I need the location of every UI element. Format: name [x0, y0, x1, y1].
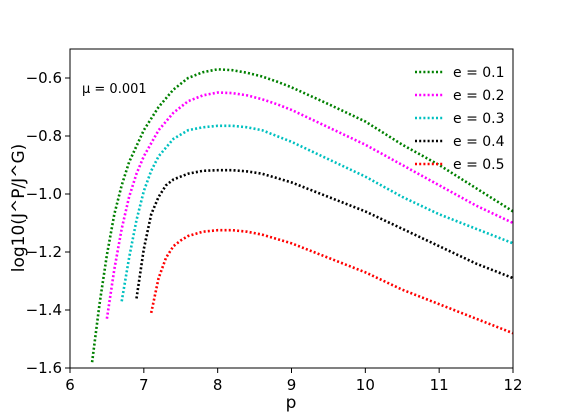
series-line-2 — [105, 91, 514, 319]
y-tick-label: −1.4 — [26, 301, 62, 319]
y-axis-label-group: log10(J^P/J^G) — [9, 144, 29, 272]
x-tick-label: 12 — [503, 376, 522, 394]
y-tick-label: −1.2 — [26, 243, 62, 261]
mu-annotation: μ = 0.001 — [82, 82, 147, 97]
y-tick-label: −0.6 — [26, 69, 62, 87]
x-tick-label: 11 — [430, 376, 449, 394]
x-tick-label: 8 — [213, 376, 223, 394]
ticks-layer: 6 7 8 9 10 11 12 −0.6 −0.8 −1.0 −1.2 −1.4 −1.6 — [26, 69, 523, 394]
y-axis-label: log10(J^P/J^G) — [9, 144, 29, 272]
y-tick-label: −1.6 — [26, 359, 62, 377]
x-tick-label: 9 — [287, 376, 297, 394]
legend-label: e = 0.1 — [453, 65, 505, 81]
legend-label: e = 0.5 — [453, 157, 505, 173]
legend-label: e = 0.2 — [453, 88, 505, 104]
legend-label: e = 0.4 — [453, 134, 505, 150]
x-tick-label: 10 — [356, 376, 375, 394]
x-tick-label: 6 — [65, 376, 75, 394]
series-line-4 — [135, 168, 514, 299]
x-axis-label: p — [286, 393, 297, 413]
y-tick-label: −0.8 — [26, 127, 62, 145]
series-layer — [90, 67, 514, 363]
series-line-5 — [149, 228, 514, 335]
legend: e = 0.1 e = 0.2 e = 0.3 e = 0.4 e = 0.5 — [415, 65, 505, 173]
legend-label: e = 0.3 — [453, 111, 505, 127]
series-line-3 — [120, 124, 514, 302]
y-tick-label: −1.0 — [26, 185, 62, 203]
x-tick-label: 7 — [139, 376, 149, 394]
series-line-1 — [90, 67, 514, 363]
